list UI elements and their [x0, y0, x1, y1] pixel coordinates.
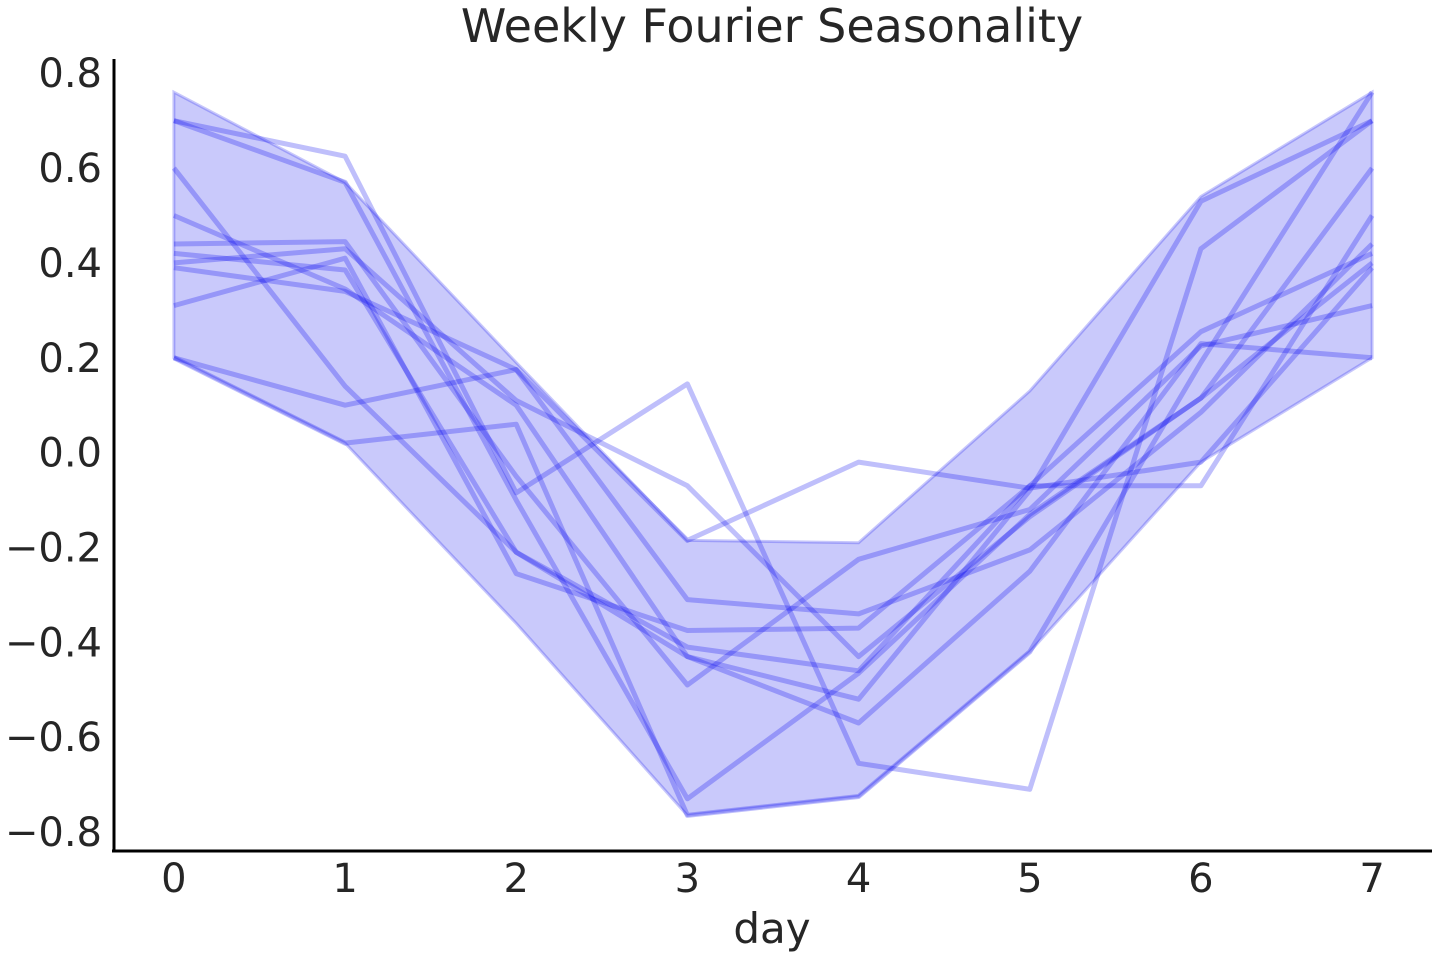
y-tick-label: 0.0 [38, 431, 102, 477]
sample-line-4 [172, 118, 1374, 702]
y-tick-label: −0.8 [5, 810, 102, 856]
x-tick-label: 0 [161, 856, 186, 902]
sample-line-7 [173, 246, 1374, 660]
y-tick-label: 0.4 [38, 241, 102, 287]
y-tick-label: 0.2 [38, 336, 102, 382]
sample-line-8 [173, 242, 1374, 617]
x-tick-label: 3 [675, 856, 700, 902]
y-tick-label: 0.8 [38, 51, 102, 97]
y-tick-label: −0.6 [5, 715, 102, 761]
sample-line-6 [173, 214, 1375, 674]
x-tick-label: 6 [1188, 856, 1213, 902]
x-tick-label: 2 [503, 856, 528, 902]
sample-line-2 [171, 166, 1373, 726]
y-tick-labels: 0.8 0.6 0.4 0.2 0.0 −0.2 −0.4 −0.6 −0.8 [5, 51, 102, 856]
plot-area [171, 89, 1375, 818]
chart-title: Weekly Fourier Seasonality [461, 0, 1083, 53]
x-tick-label: 1 [332, 856, 357, 902]
sample-line-5 [173, 239, 1373, 688]
x-tick-labels: 0 1 2 3 4 5 6 7 [161, 856, 1385, 902]
y-tick-label: −0.2 [5, 526, 102, 572]
y-tick-label: 0.6 [38, 146, 102, 192]
sample-line-1 [173, 118, 1374, 792]
sample-line-9 [173, 251, 1374, 633]
credible-band [172, 89, 1374, 817]
x-tick-label: 7 [1359, 856, 1384, 902]
y-tick-label: −0.4 [5, 620, 102, 666]
x-tick-label: 4 [846, 856, 871, 902]
sample-line-11 [172, 90, 1375, 818]
x-axis-label: day [733, 904, 810, 953]
sample-line-3 [173, 118, 1375, 802]
x-tick-label: 5 [1017, 856, 1042, 902]
sample-line-10 [173, 266, 1374, 543]
